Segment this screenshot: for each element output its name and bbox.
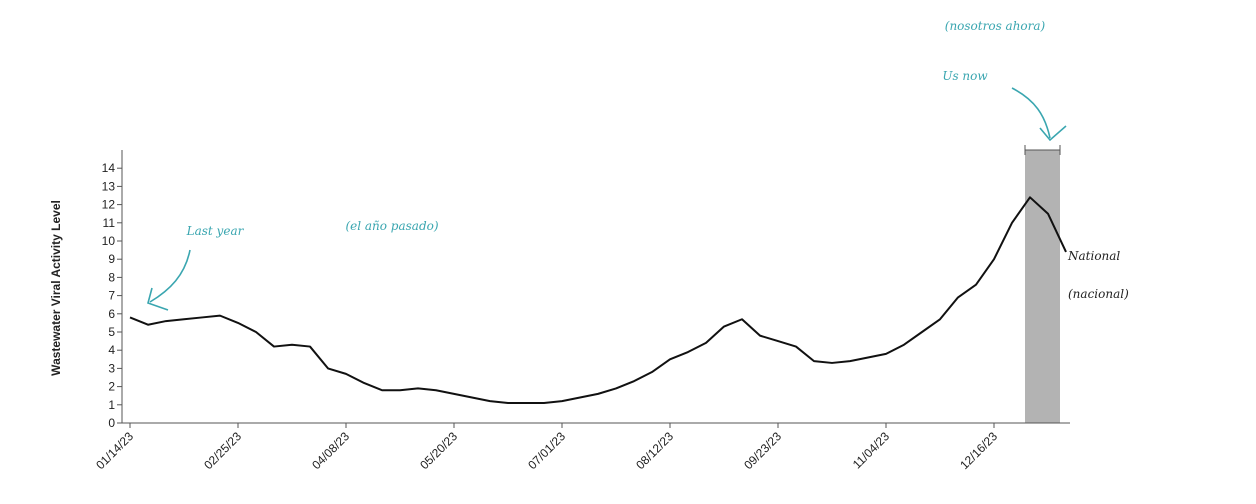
y-tick-label: 4 — [108, 343, 115, 357]
x-tick-label: 08/12/23 — [633, 429, 676, 472]
annotation: Us now — [942, 69, 988, 83]
annotation: (nosotros ahora) — [945, 19, 1046, 33]
y-tick-label: 1 — [108, 398, 115, 412]
annotation: (nacional) — [1068, 287, 1129, 301]
y-tick-label: 7 — [108, 289, 115, 303]
x-tick-label: 01/14/23 — [93, 429, 136, 472]
line — [129, 196, 1067, 404]
y-tick-label: 6 — [108, 307, 115, 321]
x-tick-label: 04/08/23 — [309, 429, 352, 472]
y-axis-title: Wastewater Viral Activity Level — [49, 200, 63, 376]
y-tick-label: 9 — [108, 252, 115, 266]
annotation: Last year — [186, 224, 245, 238]
y-tick-label: 2 — [108, 380, 115, 394]
arrow — [147, 249, 191, 311]
y-tick-label: 3 — [108, 361, 115, 375]
y-tick-label: 14 — [102, 161, 116, 175]
x-tick-label: 05/20/23 — [417, 429, 460, 472]
annotation: (el año pasado) — [345, 219, 438, 233]
x-tick-label: 02/25/23 — [201, 429, 244, 472]
x-tick-label: 12/16/23 — [957, 429, 1000, 472]
highlight-band — [1025, 150, 1060, 423]
y-tick-label: 11 — [103, 216, 116, 230]
y-tick-label: 5 — [108, 325, 115, 339]
x-tick-label: 11/04/23 — [850, 429, 893, 472]
arrow — [1011, 87, 1067, 142]
y-tick-label: 13 — [102, 179, 116, 193]
x-tick-label: 07/01/23 — [525, 429, 568, 472]
x-tick-label: 09/23/23 — [741, 429, 784, 472]
y-tick-label: 12 — [102, 198, 116, 212]
annotation: National — [1067, 249, 1120, 263]
y-tick-label: 8 — [108, 270, 115, 284]
y-tick-label: 0 — [108, 416, 115, 430]
y-tick-label: 10 — [102, 234, 116, 248]
bracket — [1024, 145, 1061, 155]
